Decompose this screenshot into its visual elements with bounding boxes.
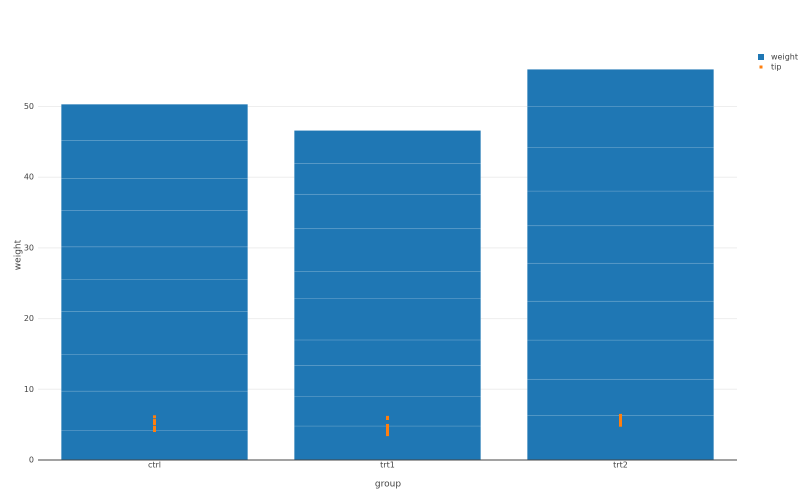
tip-point [619,417,622,421]
bar-segment [527,300,714,341]
tip-point [619,421,622,425]
x-tick-label: trt1 [380,461,395,470]
tip-point [386,433,389,437]
tip-point [386,425,389,429]
bar-segment [61,354,248,392]
bar-segment [527,106,714,148]
bar-segment [294,396,481,427]
y-tick-label: 0 [29,456,34,465]
x-axis-title: group [375,480,401,490]
y-tick-label: 20 [24,314,34,323]
y-tick-label: 10 [24,385,34,394]
bar-segment [61,279,248,312]
tip-point [153,429,156,433]
bar-segment [527,69,714,107]
bar-segment [294,163,481,195]
x-tick-label: ctrl [148,461,161,470]
bar-segment [527,147,714,192]
bar-segment [61,104,248,141]
bar-segment [294,130,481,164]
tip-point [153,422,156,426]
bar-segment [527,339,714,380]
tip-point [153,426,156,430]
bar-segment [61,210,248,248]
bar-segment [294,298,481,341]
bar-segment [61,246,248,280]
legend-swatch [758,54,764,60]
x-tick-label: trt2 [613,461,628,470]
y-tick-label: 30 [24,243,34,252]
tip-point [386,415,389,419]
bar-segment [61,178,248,211]
bar-segment [61,311,248,355]
bar-segment [294,365,481,397]
tip-point [153,419,156,423]
legend-label: tip [771,63,781,72]
bar-segment [527,225,714,264]
bar-segment [294,271,481,299]
tip-point [619,423,622,427]
bar-segment [61,140,248,179]
tip-point [619,415,622,419]
bar-segment [294,339,481,366]
y-axis-title: weight [14,239,24,270]
bar-segment [294,193,481,230]
tip-point [153,415,156,419]
bar-segment [527,378,714,416]
y-tick-label: 50 [24,102,34,111]
legend-label: weight [771,53,798,62]
bar-segment [294,228,481,272]
tip-point [386,427,389,431]
tip-point [386,431,389,435]
bar-segment [61,430,248,461]
legend-swatch [759,65,763,69]
bar-segment [527,190,714,227]
y-tick-label: 40 [24,173,34,182]
bar-segment [527,262,714,302]
